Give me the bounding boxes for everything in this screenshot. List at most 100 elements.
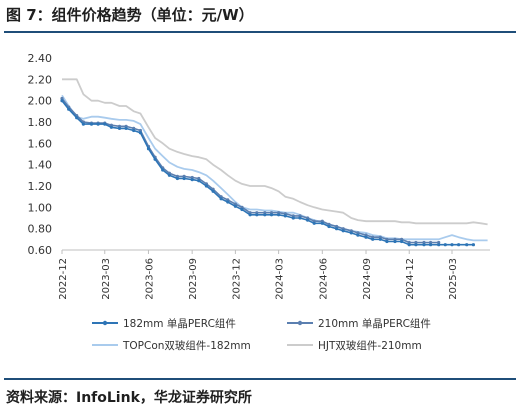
series-0-point <box>103 122 107 126</box>
series-1-point <box>422 240 426 245</box>
series-0-point <box>117 126 122 130</box>
series-0-point <box>277 213 281 217</box>
series-0-point <box>312 221 316 225</box>
series-1-point <box>233 202 237 206</box>
series-0-point <box>190 178 194 182</box>
series-0-point <box>407 243 411 247</box>
series-1-point <box>437 240 441 245</box>
series-0-point <box>341 229 345 233</box>
y-tick-label: 2.20 <box>28 73 53 86</box>
series-layer <box>60 78 488 247</box>
series-0-point <box>371 237 375 241</box>
y-tick-label: 1.40 <box>28 159 53 172</box>
series-0-point <box>182 176 186 181</box>
series-line-2 <box>61 94 488 242</box>
series-1-point <box>138 128 142 133</box>
legend-marker <box>102 320 108 326</box>
series-0-point <box>81 122 85 126</box>
series-0-point <box>335 227 339 231</box>
source-rule <box>4 378 516 380</box>
series-0-point <box>429 243 433 247</box>
series-0-point <box>414 243 418 247</box>
series-0-point <box>263 213 267 217</box>
legend: 182mm 单晶PERC组件 210mm 单晶PERC组件 TOPCon双玻组件-1… <box>92 317 431 352</box>
x-axis: 2022-12 2023-03 2023-06 2023-09 2023-12 2024-… <box>58 249 490 300</box>
series-0-point <box>349 231 353 235</box>
legend-item-3: HJT双玻组件-210mm <box>287 339 422 352</box>
figure-title: 图 7：组件价格趋势（单位：元/W） <box>6 6 254 24</box>
series-0-point <box>67 107 71 111</box>
legend-label: 210mm 单晶PERC组件 <box>318 317 431 330</box>
series-0-point <box>320 221 324 225</box>
legend-label: HJT双玻组件-210mm <box>318 339 422 352</box>
y-tick-label: 0.80 <box>28 223 53 236</box>
series-1-point <box>197 176 201 181</box>
legend-marker <box>297 320 303 326</box>
series-0-point <box>226 200 230 204</box>
legend-label: 182mm 单晶PERC组件 <box>123 317 236 330</box>
series-0-point <box>109 125 113 129</box>
series-1-point <box>393 237 397 241</box>
series-line-3 <box>62 78 488 226</box>
x-tick-label: 2025-03 <box>448 258 459 300</box>
y-tick-label: 1.80 <box>28 116 53 129</box>
y-tick-label: 1.00 <box>28 201 53 214</box>
y-axis: 2.40 2.20 2.00 1.80 1.60 1.40 1.20 1.00 0.80 0.60 <box>28 52 53 257</box>
series-0-point <box>161 168 165 172</box>
series-0-point <box>283 214 287 218</box>
series-1-point <box>385 237 389 241</box>
series-1-point <box>414 240 418 245</box>
series-0-point <box>437 243 441 247</box>
series-0-point <box>204 184 208 188</box>
series-0-point <box>197 179 201 183</box>
series-0-point <box>219 197 223 201</box>
series-0-point <box>96 122 100 126</box>
series-0-point <box>291 216 295 220</box>
title-rule <box>4 31 516 33</box>
series-0-point <box>89 122 94 126</box>
series-0-point <box>298 216 302 220</box>
series-0-point <box>393 239 397 244</box>
x-tick-label: 2023-06 <box>144 258 155 300</box>
series-0-point <box>364 235 368 239</box>
legend-item-0: 182mm 单晶PERC组件 <box>92 317 236 330</box>
y-tick-label: 2.40 <box>28 52 53 65</box>
series-0-point <box>400 239 404 244</box>
y-tick-label: 2.00 <box>28 95 53 108</box>
series-0-point <box>356 233 360 237</box>
series-1-point <box>407 240 411 245</box>
series-0-point <box>240 207 244 212</box>
series-0-point <box>255 213 259 217</box>
series-0-point <box>248 213 252 217</box>
series-1-point <box>429 240 433 245</box>
series-0-point <box>167 173 171 177</box>
x-tick-label: 2022-12 <box>58 258 69 300</box>
x-tick-label: 2023-12 <box>231 258 242 300</box>
series-1-point <box>283 212 287 216</box>
x-tick-label: 2024-12 <box>405 258 416 300</box>
series-0-point <box>175 176 179 181</box>
series-0-point <box>146 147 151 151</box>
y-tick-label: 1.60 <box>28 137 53 150</box>
series-0-point <box>60 99 64 103</box>
series-line-0 <box>61 100 474 246</box>
series-0-point <box>306 218 310 222</box>
figure-source: 资料来源：InfoLink，华龙证券研究所 <box>6 390 252 406</box>
series-0-point <box>211 189 215 193</box>
series-1-point <box>400 237 404 241</box>
series-0-point <box>422 243 426 247</box>
x-tick-label: 2024-06 <box>318 258 329 300</box>
y-tick-label: 1.20 <box>28 180 53 193</box>
series-0-point <box>153 157 157 161</box>
series-0-point <box>450 243 454 247</box>
x-tick-label: 2023-03 <box>101 258 112 300</box>
series-0-point <box>378 237 382 241</box>
series-0-point <box>138 131 142 135</box>
series-0-point <box>457 243 461 247</box>
series-0-point <box>233 204 237 208</box>
series-0-point <box>124 126 128 130</box>
series-0-point <box>269 213 274 217</box>
legend-item-1: 210mm 单晶PERC组件 <box>287 317 431 330</box>
series-1-point <box>240 205 244 209</box>
